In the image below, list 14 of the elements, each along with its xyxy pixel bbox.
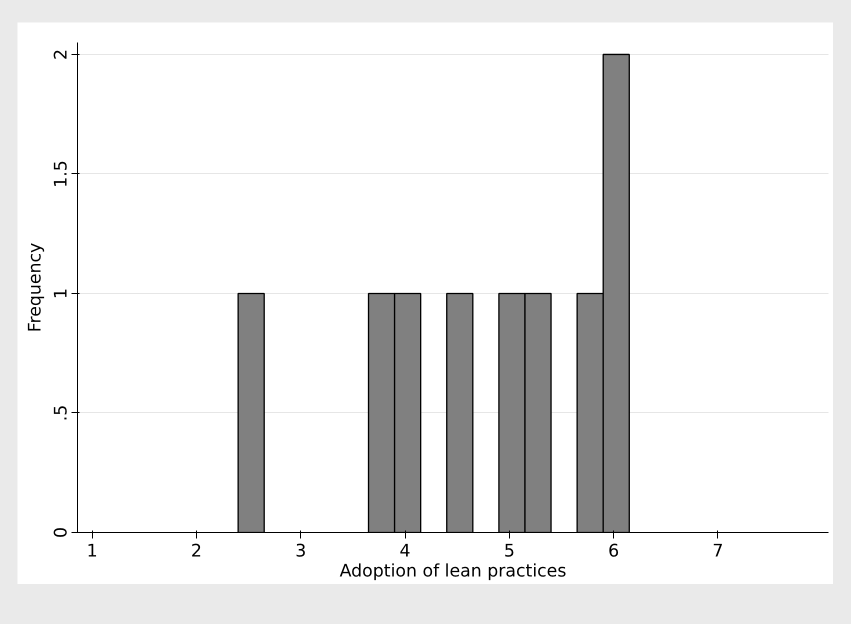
x-axis-title: Adoption of lean practices bbox=[340, 562, 566, 582]
x-tick-label: 4 bbox=[400, 542, 411, 562]
y-axis-title: Frequency bbox=[26, 242, 46, 332]
x-tick-label: 3 bbox=[295, 542, 306, 562]
y-tick-label: 0 bbox=[52, 526, 72, 538]
x-tick-label: 7 bbox=[712, 542, 724, 562]
y-tick-label: 1.5 bbox=[52, 160, 72, 188]
y-tick-label: 2 bbox=[52, 48, 72, 60]
x-tick-label: 1 bbox=[86, 542, 98, 562]
x-tick-label: 6 bbox=[608, 542, 620, 562]
y-tick-label: .5 bbox=[52, 404, 72, 422]
y-tick-label: 1 bbox=[52, 288, 72, 299]
x-tick-label: 5 bbox=[504, 542, 515, 562]
x-tick-label: 2 bbox=[190, 542, 202, 562]
